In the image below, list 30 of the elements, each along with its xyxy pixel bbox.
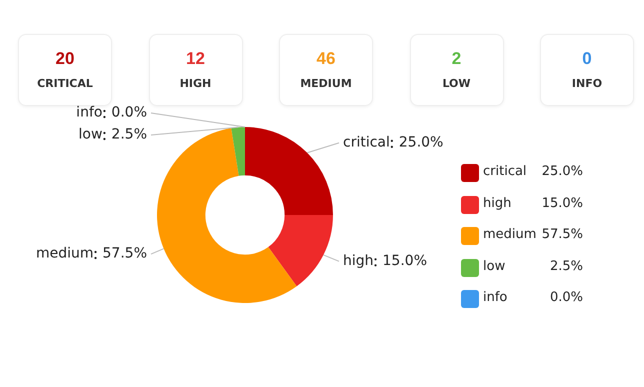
legend-label: info [483,290,508,305]
data-label: 2.5% [111,126,148,143]
legend-label: critical [483,164,527,179]
data-label: 20 [54,49,76,69]
category-label: CRITICAL [36,77,94,90]
data-label: 2 [450,49,462,69]
text: 0.0% [550,290,583,305]
category-label: MEDIUM [299,77,353,90]
text: 15.0% [542,196,583,210]
legend-label: high [483,196,512,210]
slice-label: low [78,126,102,143]
legend-label: medium [483,227,536,242]
data-label: 46 [316,49,336,69]
data-label: 25.0% [398,134,444,151]
data-label: 57.5% [102,246,148,262]
text: 0.0% [111,104,148,121]
slice-label: medium [36,246,94,262]
text: 57.5% [542,227,583,242]
data-label: 12 [185,49,206,69]
category-label: HIGH [178,77,212,90]
text: 25.0% [542,164,583,179]
category-label: INFO [570,77,604,90]
category-label: info [76,104,102,121]
category-label: LOW [441,77,472,90]
slice-label: critical [343,134,390,151]
data-label: 0 [581,49,593,69]
data-label: 15.0% [382,252,428,269]
legend-label: low [483,258,506,274]
slice-label: high [343,252,374,269]
text: 2.5% [550,258,583,274]
